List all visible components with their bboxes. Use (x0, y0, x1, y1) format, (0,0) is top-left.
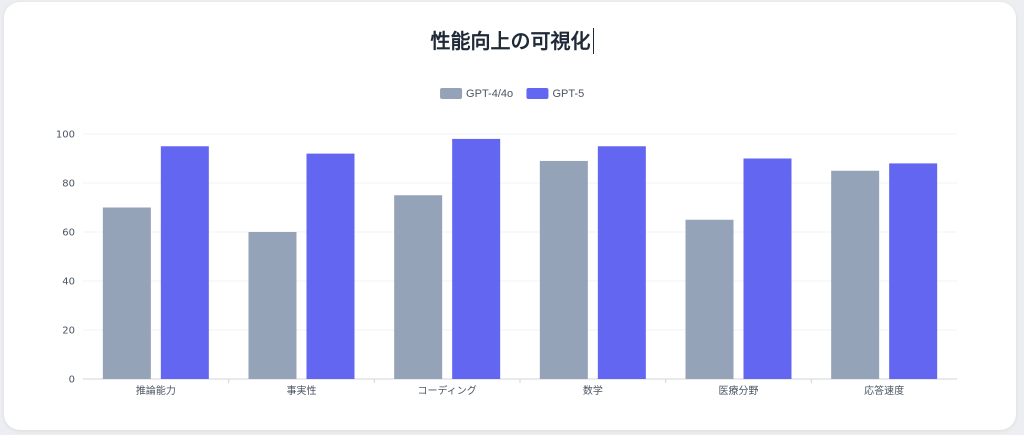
legend: GPT-4/4o GPT-5 (440, 88, 584, 100)
bar-series-2[interactable] (452, 138, 501, 379)
legend-label[interactable]: GPT-4/4o (466, 88, 513, 100)
bar-series-2[interactable] (306, 153, 355, 379)
y-tick-label: 80 (62, 179, 75, 190)
x-tick-label: コーディング (418, 384, 477, 397)
x-tick-label: 医療分野 (719, 384, 759, 397)
bar-series-2[interactable] (160, 146, 209, 379)
legend-swatch[interactable] (526, 88, 549, 99)
x-tick-label: 推論能力 (136, 384, 176, 397)
y-tick-label: 60 (62, 228, 75, 239)
bars (102, 138, 938, 380)
y-axis: 0 20 40 60 80 100 (56, 130, 75, 386)
bar-series-1[interactable] (685, 219, 734, 379)
x-tick-label: 数学 (583, 384, 603, 397)
bar-series-1[interactable] (102, 207, 151, 380)
title-container: 性能向上の可視化 (0, 28, 1024, 54)
bar-series-2[interactable] (889, 163, 938, 379)
bar-series-1[interactable] (831, 170, 880, 379)
bar-series-2[interactable] (743, 158, 792, 380)
bar-series-1[interactable] (539, 160, 588, 379)
y-tick-label: 100 (56, 130, 75, 141)
x-axis: 推論能力 事実性 コーディング 数学 医療分野 応答速度 (83, 378, 957, 397)
x-tick-label: 応答速度 (864, 384, 904, 397)
y-tick-label: 0 (69, 375, 75, 386)
grid-lines (83, 133, 957, 331)
y-tick-label: 40 (62, 277, 75, 288)
legend-label[interactable]: GPT-5 (552, 88, 584, 100)
y-tick-label: 20 (62, 326, 75, 337)
bar-series-1[interactable] (248, 232, 297, 379)
bar-series-2[interactable] (597, 146, 646, 379)
bar-series-1[interactable] (394, 195, 443, 379)
legend-swatch[interactable] (440, 88, 463, 99)
chart-title: 性能向上の可視化 (431, 28, 594, 54)
x-tick-label: 事実性 (287, 384, 317, 397)
